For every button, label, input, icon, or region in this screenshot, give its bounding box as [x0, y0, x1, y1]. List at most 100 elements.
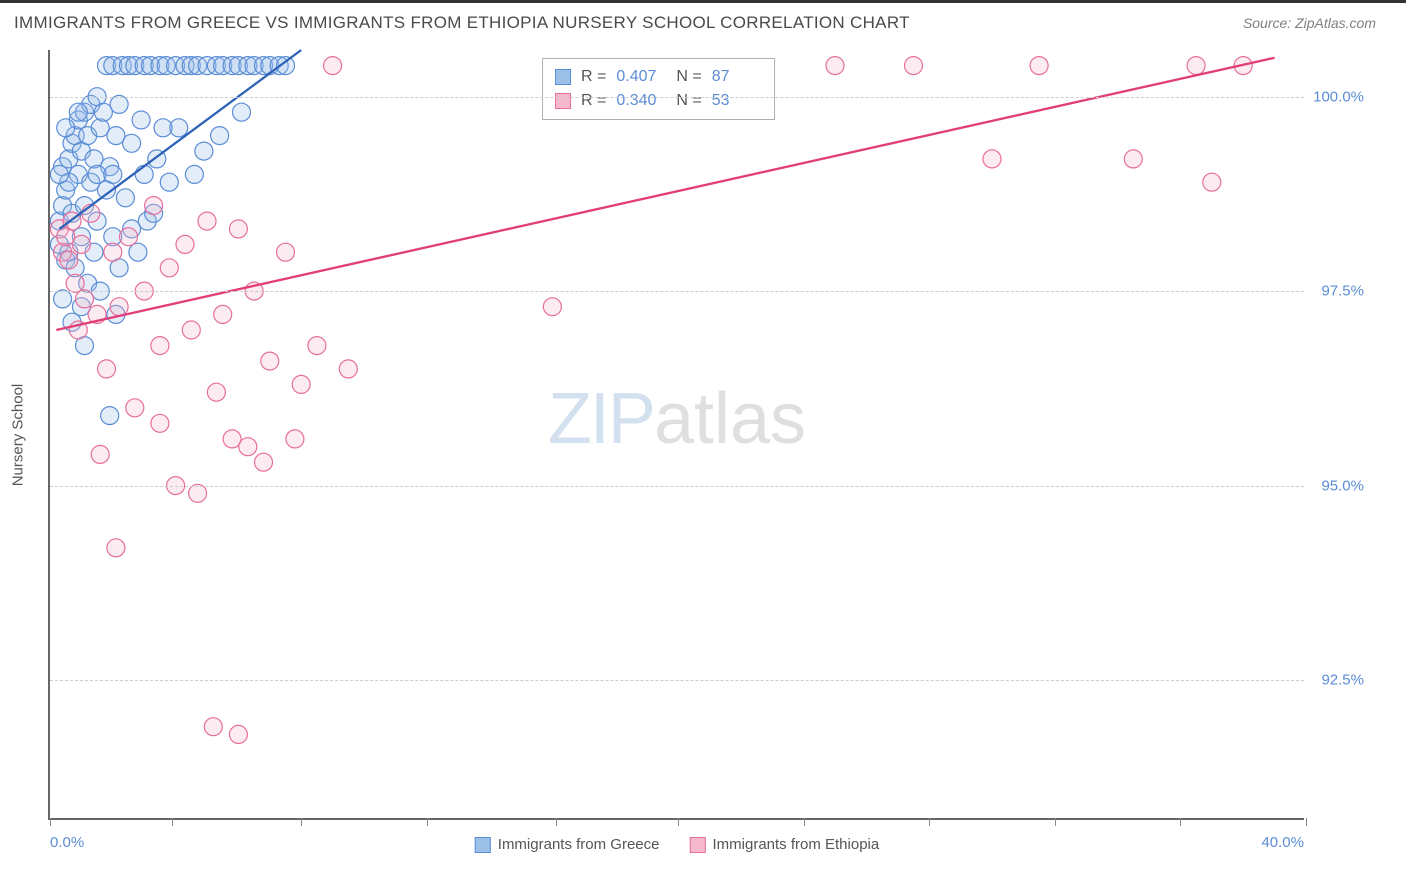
data-point	[66, 274, 84, 292]
data-point	[182, 321, 200, 339]
data-point	[110, 298, 128, 316]
series-legend: Immigrants from Greece Immigrants from E…	[475, 836, 879, 853]
data-point	[69, 103, 87, 121]
x-tick	[1306, 818, 1307, 826]
data-point	[543, 298, 561, 316]
data-point	[107, 539, 125, 557]
data-point	[339, 360, 357, 378]
data-point	[151, 337, 169, 355]
data-point	[154, 119, 172, 137]
data-point	[229, 220, 247, 238]
data-point	[255, 453, 273, 471]
data-point	[98, 360, 116, 378]
chart-svg	[50, 50, 1306, 820]
correlation-legend: R = 0.407 N = 87 R = 0.340 N = 53	[542, 58, 775, 120]
chart-title: IMMIGRANTS FROM GREECE VS IMMIGRANTS FRO…	[14, 13, 910, 33]
x-tick	[301, 818, 302, 826]
data-point	[277, 243, 295, 261]
source-attribution: Source: ZipAtlas.com	[1243, 15, 1376, 31]
data-point	[120, 228, 138, 246]
data-point	[229, 725, 247, 743]
y-tick-label: 95.0%	[1321, 477, 1364, 494]
data-point	[214, 305, 232, 323]
x-tick	[50, 818, 51, 826]
data-point	[60, 251, 78, 269]
x-tick	[804, 818, 805, 826]
x-tick	[172, 818, 173, 826]
legend-label-greece: Immigrants from Greece	[498, 836, 660, 853]
data-point	[104, 243, 122, 261]
plot-container: Nursery School ZIPatlas R = 0.407 N = 87…	[48, 50, 1364, 820]
grid-line	[50, 97, 1304, 98]
data-point	[123, 134, 141, 152]
data-point	[198, 212, 216, 230]
data-point	[54, 290, 72, 308]
data-point	[1030, 57, 1048, 75]
data-point	[57, 119, 75, 137]
data-point	[826, 57, 844, 75]
data-point	[101, 407, 119, 425]
x-tick	[427, 818, 428, 826]
legend-swatch-greece-icon	[475, 837, 491, 853]
data-point	[204, 718, 222, 736]
data-point	[176, 235, 194, 253]
grid-line	[50, 486, 1304, 487]
x-start-label: 0.0%	[50, 834, 84, 851]
data-point	[110, 95, 128, 113]
data-point	[211, 127, 229, 145]
data-point	[233, 103, 251, 121]
data-point	[324, 57, 342, 75]
x-tick	[1180, 818, 1181, 826]
data-point	[132, 111, 150, 129]
data-point	[195, 142, 213, 160]
data-point	[207, 383, 225, 401]
grid-line	[50, 291, 1304, 292]
data-point	[50, 165, 68, 183]
data-point	[1187, 57, 1205, 75]
data-point	[1124, 150, 1142, 168]
data-point	[160, 259, 178, 277]
x-tick	[1055, 818, 1056, 826]
data-point	[76, 290, 94, 308]
data-point	[160, 173, 178, 191]
data-point	[308, 337, 326, 355]
data-point	[72, 235, 90, 253]
data-point	[126, 399, 144, 417]
correlation-row-greece: R = 0.407 N = 87	[555, 65, 762, 89]
data-point	[91, 445, 109, 463]
data-point	[145, 197, 163, 215]
data-point	[239, 438, 257, 456]
x-tick	[556, 818, 557, 826]
legend-swatch-ethiopia-icon	[689, 837, 705, 853]
y-tick-label: 100.0%	[1313, 88, 1364, 105]
data-point	[135, 165, 153, 183]
data-point	[129, 243, 147, 261]
plot-area: ZIPatlas R = 0.407 N = 87 R = 0.340 N = …	[48, 50, 1304, 820]
x-end-label: 40.0%	[1261, 834, 1304, 851]
data-point	[983, 150, 1001, 168]
data-point	[286, 430, 304, 448]
r-value-ethiopia: 0.340	[616, 89, 666, 113]
data-point	[189, 484, 207, 502]
n-value-greece: 87	[712, 65, 762, 89]
legend-swatch-greece	[555, 69, 571, 85]
y-axis-label: Nursery School	[10, 384, 27, 487]
data-point	[104, 165, 122, 183]
data-point	[1203, 173, 1221, 191]
y-tick-label: 92.5%	[1321, 672, 1364, 689]
correlation-row-ethiopia: R = 0.340 N = 53	[555, 89, 762, 113]
grid-line	[50, 680, 1304, 681]
data-point	[261, 352, 279, 370]
data-point	[116, 189, 134, 207]
data-point	[151, 414, 169, 432]
data-point	[905, 57, 923, 75]
legend-label-ethiopia: Immigrants from Ethiopia	[712, 836, 879, 853]
legend-swatch-ethiopia	[555, 93, 571, 109]
x-tick	[678, 818, 679, 826]
n-value-ethiopia: 53	[712, 89, 762, 113]
legend-item-greece: Immigrants from Greece	[475, 836, 660, 853]
data-point	[185, 165, 203, 183]
legend-item-ethiopia: Immigrants from Ethiopia	[689, 836, 879, 853]
r-value-greece: 0.407	[616, 65, 666, 89]
data-point	[292, 375, 310, 393]
